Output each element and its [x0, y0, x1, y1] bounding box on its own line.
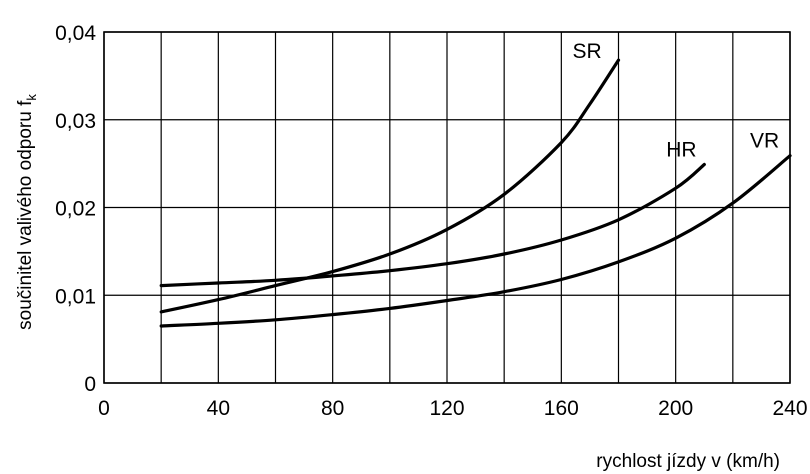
series-line-hr: [159, 162, 706, 288]
y-tick-label: 0,01: [55, 285, 96, 308]
series-label-sr: SR: [573, 40, 602, 63]
series-curves: [159, 58, 792, 328]
x-tick-label: 120: [429, 397, 464, 420]
x-tick-label: 160: [544, 397, 579, 420]
y-axis-label: součinitel valivého odporu fk: [15, 94, 39, 330]
x-tick-label: 0: [98, 397, 110, 420]
series-label-hr: HR: [666, 139, 696, 162]
y-tick-label: 0,03: [55, 110, 96, 133]
x-tick-label: 40: [207, 397, 230, 420]
y-tick-label: 0,02: [55, 198, 96, 221]
y-tick-labels: 0 0,01 0,02 0,03 0,04: [55, 22, 96, 396]
y-axis-label-subscript: k: [24, 94, 39, 101]
grid-lines: [103, 31, 791, 384]
series-line-vr: [159, 154, 792, 328]
series-line-sr: [159, 58, 621, 314]
x-tick-label: 200: [658, 397, 693, 420]
y-axis-label-main: součinitel valivého odporu f: [15, 100, 36, 330]
x-tick-label: 240: [772, 397, 807, 420]
x-axis-label: rychlost jízdy v (km/h): [596, 451, 780, 472]
x-tick-label: 80: [321, 397, 344, 420]
series-label-vr: VR: [750, 130, 779, 153]
y-tick-label: 0: [84, 373, 96, 396]
y-tick-label: 0,04: [55, 22, 96, 45]
plot-frame: [103, 31, 791, 384]
x-tick-labels: 0 40 80 120 160 200 240: [98, 397, 807, 420]
series-labels: SR HR VR: [573, 40, 780, 161]
